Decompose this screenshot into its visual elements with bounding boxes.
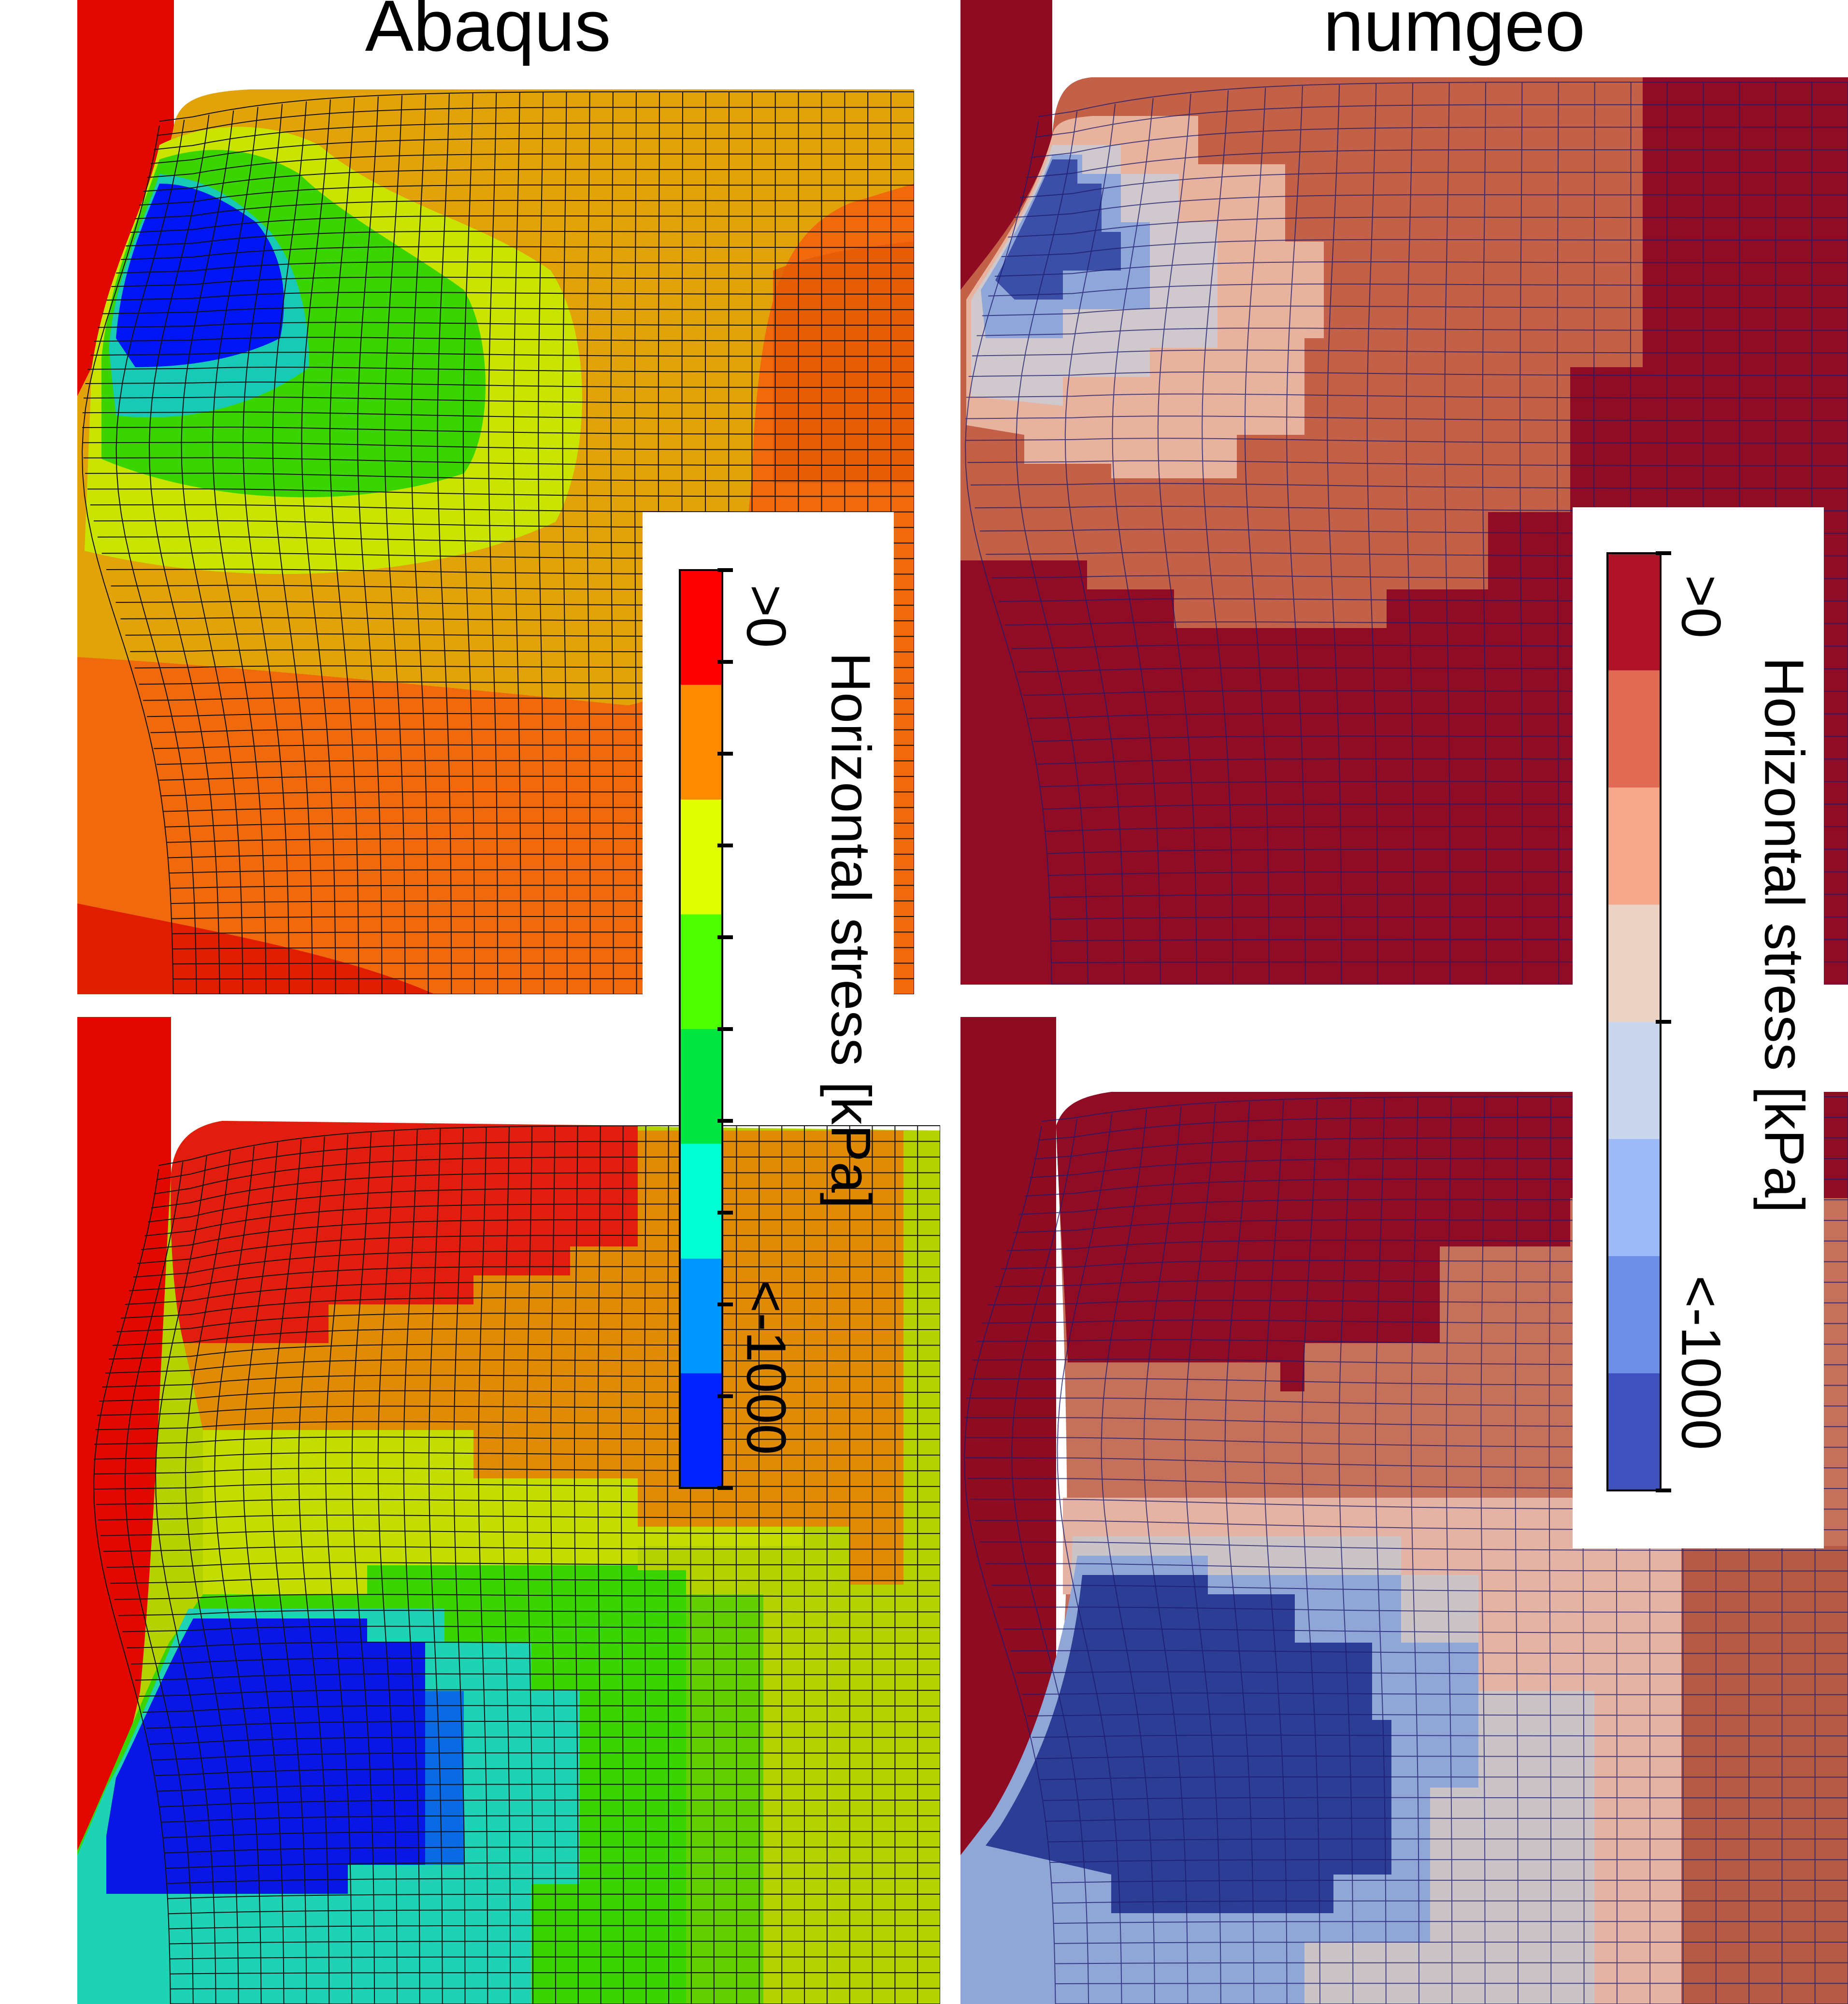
contour-blue: [106, 1618, 464, 1894]
colorbar-segment: [680, 570, 722, 686]
contour-right-orange: [773, 242, 914, 483]
contour-red: [171, 1121, 638, 1343]
colorbar-segment: [1607, 670, 1661, 788]
numgeo-bottom-panel: [960, 1017, 1848, 2004]
numgeo-legend-max: >0: [1670, 575, 1732, 638]
colorbar-segment: [680, 685, 722, 800]
colorbar-segment: [1607, 1256, 1661, 1374]
mesh-lines: [93, 1125, 940, 2004]
numgeo-title: numgeo: [1323, 0, 1585, 66]
contour-blue: [116, 184, 284, 367]
colorbar-segment: [680, 914, 722, 1030]
numgeo-legend-title: Horizontal stress [kPa]: [1753, 657, 1815, 1213]
abaqus-legend-title: Horizontal stress [kPa]: [820, 652, 882, 1208]
numgeo-legend-min: <-1000: [1670, 1275, 1732, 1450]
colorbar-segment: [1607, 787, 1661, 905]
abaqus-legend-max: >0: [735, 585, 797, 648]
contour-mid-blue: [425, 1691, 464, 1865]
colorbar-segment: [680, 1144, 722, 1259]
numgeo-colorbar-legend: >0 <-1000 Horizontal stress [kPa]: [1573, 507, 1824, 1548]
numgeo-colorbar: [1606, 551, 1671, 1492]
colorbar-segment: [680, 1373, 722, 1489]
colorbar-segment: [1607, 553, 1661, 671]
mesh-lines: [965, 82, 1848, 985]
colorbar-segment: [1607, 1139, 1661, 1257]
colorbar-segment: [1607, 1373, 1661, 1491]
colorbar-segment: [1607, 904, 1661, 1022]
contour-pink-patch: [1555, 275, 1590, 309]
abaqus-bottom-panel: [77, 1017, 940, 2004]
colorbar-segment: [1607, 1022, 1661, 1140]
contour-right-red: [1681, 1546, 1848, 2004]
contour-blue: [995, 159, 1121, 300]
contour-green2: [686, 1594, 763, 2004]
contour-blue: [986, 1575, 1391, 1913]
abaqus-colorbar-legend: >0 <-1000 Horizontal stress [kPa]: [643, 512, 894, 1490]
abaqus-title: Abaqus: [365, 0, 611, 66]
contour-orange: [184, 1131, 903, 1585]
colorbar-segment: [680, 800, 722, 915]
abaqus-top-panel: [77, 0, 914, 994]
colorbar-segment: [680, 1029, 722, 1145]
colorbar-segment: [680, 1259, 722, 1374]
mesh-lines: [964, 1096, 1848, 2004]
contour-bottom-red: [77, 903, 435, 994]
abaqus-colorbar: [679, 568, 733, 1490]
abaqus-legend-min: <-1000: [735, 1280, 797, 1455]
contour-yellow: [203, 1430, 802, 1594]
